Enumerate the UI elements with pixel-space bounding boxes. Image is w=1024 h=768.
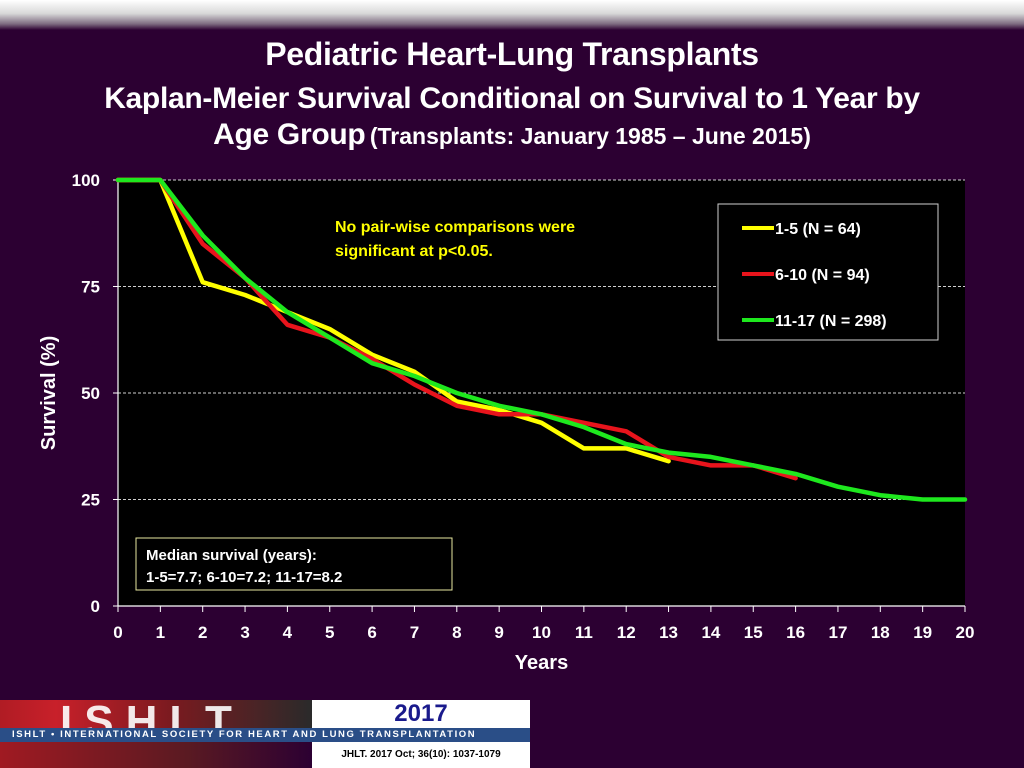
- x-axis-title: Years: [515, 652, 568, 674]
- x-tick-label: 15: [744, 623, 763, 642]
- title-line-1: Pediatric Heart-Lung Transplants: [265, 36, 759, 72]
- y-tick-label: 25: [81, 491, 100, 510]
- x-tick-label: 5: [325, 623, 334, 642]
- x-tick-label: 16: [786, 623, 805, 642]
- series-line-3: [115, 177, 968, 502]
- x-tick-label: 6: [367, 623, 376, 642]
- citation: JHLT. 2017 Oct; 36(10): 1037-1079: [312, 742, 530, 768]
- legend-label-2: 6-10 (N = 94): [775, 267, 870, 284]
- title-line-3: Age Group (Transplants: January 1985 – J…: [0, 118, 1024, 152]
- y-axis-title: Survival (%): [38, 336, 60, 450]
- x-tick-label: 8: [452, 623, 461, 642]
- annotation-text: No pair-wise comparisons were: [335, 219, 575, 236]
- legend-label-1: 1-5 (N = 64): [775, 221, 861, 238]
- median-text: 1-5=7.7; 6-10=7.2; 11-17=8.2: [146, 569, 342, 586]
- x-tick-label: 9: [494, 623, 503, 642]
- x-tick-label: 11: [575, 623, 593, 642]
- year-label: 2017: [312, 700, 530, 728]
- x-tick-label: 13: [659, 623, 678, 642]
- x-tick-label: 12: [617, 623, 636, 642]
- y-tick-label: 0: [91, 597, 100, 616]
- y-tick-label: 100: [72, 171, 100, 190]
- x-tick-label: 20: [956, 623, 975, 642]
- logo-lower-band: [0, 742, 312, 768]
- x-tick-label: 4: [283, 623, 293, 642]
- x-tick-label: 3: [240, 623, 249, 642]
- title-date-range: (Transplants: January 1985 – June 2015): [369, 123, 811, 149]
- x-tick-label: 1: [156, 623, 165, 642]
- society-name: ISHLT • INTERNATIONAL SOCIETY FOR HEART …: [0, 728, 530, 742]
- median-text: Median survival (years):: [146, 547, 317, 564]
- footer: ISHLT 2017 ISHLT • INTERNATIONAL SOCIETY…: [0, 700, 530, 768]
- series-line-1: [115, 177, 671, 464]
- title-line-2: Kaplan-Meier Survival Conditional on Sur…: [104, 82, 920, 115]
- y-tick-label: 75: [81, 278, 100, 297]
- x-tick-label: 0: [113, 623, 122, 642]
- median-box: [135, 537, 453, 591]
- top-gradient-band: [0, 0, 1024, 30]
- x-tick-label: 19: [913, 623, 932, 642]
- x-tick-label: 18: [871, 623, 890, 642]
- x-tick-label: 7: [410, 623, 419, 642]
- y-tick-label: 50: [81, 384, 100, 403]
- title-age-group: Age Group: [213, 118, 366, 151]
- legend-label-3: 11-17 (N = 298): [775, 313, 887, 330]
- x-tick-label: 10: [532, 623, 551, 642]
- annotation-text: significant at p<0.05.: [335, 243, 493, 260]
- x-tick-label: 17: [828, 623, 847, 642]
- x-tick-label: 14: [701, 623, 720, 642]
- x-tick-label: 2: [198, 623, 207, 642]
